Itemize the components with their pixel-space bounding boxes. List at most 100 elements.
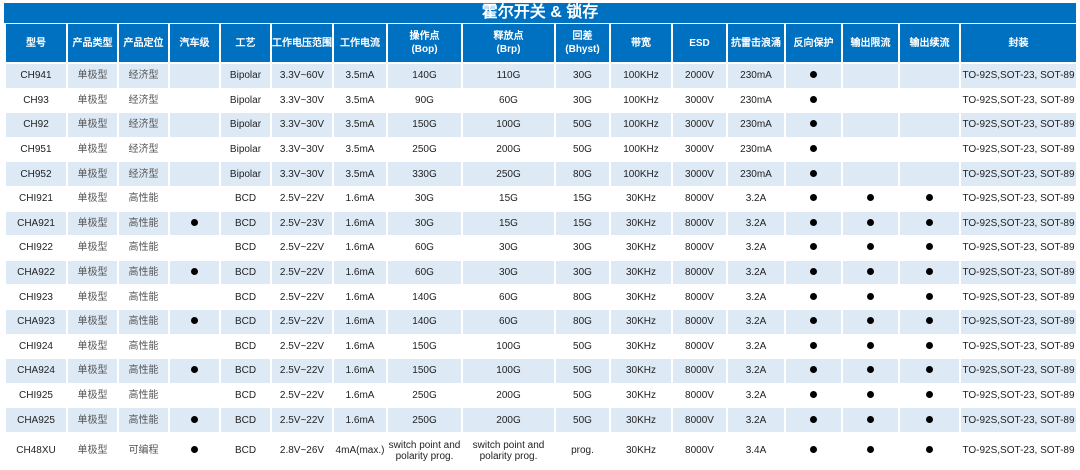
column-header: 抗雷击浪涌 <box>728 24 784 64</box>
table-cell: 50G <box>556 408 609 433</box>
table-cell: 3.3V~30V <box>272 162 332 187</box>
table-cell <box>170 260 219 286</box>
table-cell: 30KHz <box>611 309 671 335</box>
table-cell <box>900 260 959 286</box>
table-cell: 50G <box>556 359 609 384</box>
table-cell: CH48XU <box>6 433 66 470</box>
table-row: CH92 单极型 经济型 Bipolar 3.3V~30V 3.5mA 150G 100G 50… <box>6 113 1076 138</box>
table-cell: CH92 <box>6 113 66 138</box>
table-cell: 高性能 <box>119 187 168 212</box>
table-cell <box>170 408 219 433</box>
table-cell: 50G <box>556 384 609 409</box>
table-cell: CHI923 <box>6 285 66 310</box>
table-cell <box>170 433 219 470</box>
column-header: 回差 (Bhyst) <box>556 24 609 64</box>
table-cell <box>843 359 898 384</box>
table-cell: 60G <box>463 309 554 335</box>
table-cell: 高性能 <box>119 384 168 409</box>
table-cell <box>170 309 219 335</box>
filled-circle-icon <box>810 194 817 202</box>
table-cell <box>900 162 959 187</box>
table-cell <box>900 285 959 310</box>
filled-circle-icon <box>191 317 198 325</box>
filled-circle-icon <box>810 341 817 349</box>
table-cell: 4mA(max.) <box>334 433 386 470</box>
filled-circle-icon <box>867 391 874 399</box>
filled-circle-icon <box>191 218 198 226</box>
table-cell: 30KHz <box>611 359 671 384</box>
filled-circle-icon <box>810 169 817 177</box>
table-cell: 单极型 <box>68 260 117 286</box>
table-cell: 8000V <box>673 260 726 286</box>
table-cell: 150G <box>388 335 461 360</box>
table-cell: 2.8V~26V <box>272 433 332 470</box>
table-cell <box>786 138 841 163</box>
table-cell: BCD <box>221 260 270 286</box>
column-header: 带宽 <box>611 24 671 64</box>
table-cell: 50G <box>556 335 609 360</box>
table-cell: 单极型 <box>68 335 117 360</box>
filled-circle-icon <box>926 268 933 276</box>
table-cell: TO-92S,SOT-23, SOT-89 <box>961 113 1076 138</box>
table-cell: 100G <box>463 113 554 138</box>
table-cell <box>843 211 898 237</box>
table-cell: 1.6mA <box>334 187 386 212</box>
table-cell: Bipolar <box>221 162 270 187</box>
table-cell: TO-92S,SOT-23, SOT-89 <box>961 138 1076 163</box>
table-cell: TO-92S,SOT-23, SOT-89 <box>961 359 1076 384</box>
table-cell <box>786 335 841 360</box>
filled-circle-icon <box>810 446 817 454</box>
table-cell: 3000V <box>673 138 726 163</box>
table-cell <box>900 384 959 409</box>
table-cell: 3000V <box>673 89 726 114</box>
table-cell: 100KHz <box>611 138 671 163</box>
table-cell: 3.3V~60V <box>272 64 332 89</box>
table-cell: 100KHz <box>611 162 671 187</box>
table-cell: 3.5mA <box>334 138 386 163</box>
table-cell: 3.2A <box>728 384 784 409</box>
filled-circle-icon <box>867 194 874 202</box>
table-cell: 单极型 <box>68 408 117 433</box>
table-cell: TO-92S,SOT-23, SOT-89 <box>961 64 1076 89</box>
table-cell: 30G <box>463 236 554 261</box>
table-cell: 250G <box>388 408 461 433</box>
table-cell <box>900 211 959 237</box>
table-cell <box>843 309 898 335</box>
table-cell: 30KHz <box>611 260 671 286</box>
table-row: CH941 单极型 经济型 Bipolar 3.3V~60V 3.5mA 140G 110G 3… <box>6 64 1076 89</box>
table-row: CHA922 单极型 高性能 BCD 2.5V~22V 1.6mA 60G 30G 30G 30K… <box>6 260 1076 286</box>
table-cell <box>170 64 219 89</box>
table-cell: 30G <box>388 187 461 212</box>
filled-circle-icon <box>867 341 874 349</box>
filled-circle-icon <box>926 415 933 423</box>
table-cell: 2.5V~22V <box>272 359 332 384</box>
table-cell: TO-92S,SOT-23, SOT-89 <box>961 309 1076 335</box>
filled-circle-icon <box>810 243 817 251</box>
column-header: 输出限流 <box>843 24 898 64</box>
filled-circle-icon <box>926 341 933 349</box>
table-cell: 2.5V~22V <box>272 260 332 286</box>
table-cell: 单极型 <box>68 384 117 409</box>
filled-circle-icon <box>867 446 874 454</box>
column-header: 反向保护 <box>786 24 841 64</box>
table-cell: 8000V <box>673 384 726 409</box>
table-cell: 30KHz <box>611 236 671 261</box>
table-row: CH48XU 单极型 可编程 BCD 2.8V~26V 4mA(max.) switch p… <box>6 433 1076 470</box>
table-cell <box>786 309 841 335</box>
filled-circle-icon <box>810 268 817 276</box>
table-cell <box>900 335 959 360</box>
table-row: CHI922 单极型 高性能 BCD 2.5V~22V 1.6mA 60G 30G 30G 30K… <box>6 236 1076 261</box>
table-cell: 8000V <box>673 359 726 384</box>
table-cell <box>170 113 219 138</box>
table-cell: 250G <box>388 384 461 409</box>
table-cell: 3.5mA <box>334 89 386 114</box>
table-cell: 50G <box>556 113 609 138</box>
table-cell <box>170 138 219 163</box>
table-cell: 高性能 <box>119 260 168 286</box>
table-cell: 单极型 <box>68 285 117 310</box>
table-cell: 单极型 <box>68 211 117 237</box>
table-cell: CHI925 <box>6 384 66 409</box>
table-cell: 单极型 <box>68 359 117 384</box>
table-cell: CHA923 <box>6 309 66 335</box>
table-cell: 200G <box>463 384 554 409</box>
